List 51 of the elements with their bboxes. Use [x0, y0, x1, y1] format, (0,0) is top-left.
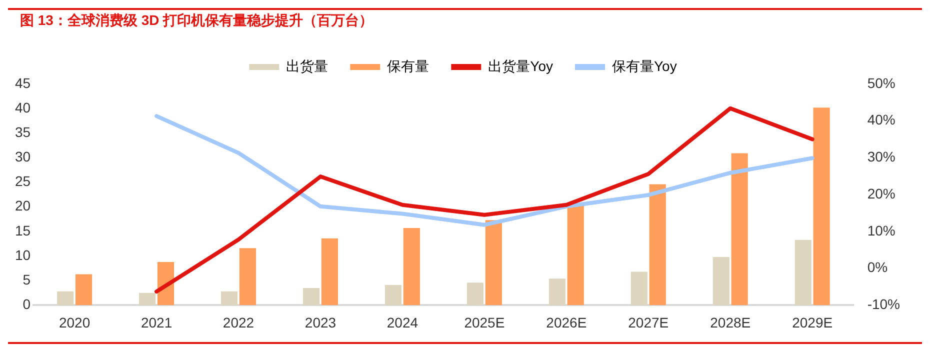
y-tick-label: 30: [14, 148, 31, 165]
y2-tick-label: 40%: [867, 112, 896, 128]
x-tick-label: 2022: [222, 314, 254, 330]
y2-tick-label: 10%: [867, 222, 896, 238]
bar: [139, 292, 156, 306]
y-tick-label: 45: [14, 74, 31, 91]
legend-label: 保有量: [387, 58, 430, 74]
bar: [384, 285, 402, 306]
y-tick-label: 10: [14, 246, 31, 263]
bar: [649, 184, 666, 306]
legend-label: 保有量Yoy: [612, 58, 677, 74]
bar: [239, 248, 256, 306]
bar: [403, 228, 420, 306]
y2-tick-label: -10%: [867, 296, 900, 312]
bar: [220, 291, 238, 306]
y2-tick-label: 0%: [867, 259, 888, 276]
legend-label: 出货量Yoy: [488, 58, 554, 74]
chart-title: 图 13：全球消费级 3D 打印机保有量稳步提升（百万台）: [8, 8, 922, 34]
bar: [567, 204, 584, 306]
x-tick-label: 2020: [58, 314, 90, 330]
x-tick-label: 2026E: [546, 314, 587, 330]
bar: [485, 220, 502, 306]
bar: [302, 288, 320, 306]
bar: [548, 278, 566, 306]
bar: [75, 274, 92, 306]
y-tick-label: 35: [14, 124, 31, 140]
x-tick-label: 2025E: [464, 314, 505, 330]
y-tick-label: 5: [22, 271, 31, 288]
bar: [794, 240, 812, 306]
bar: [321, 238, 338, 306]
y2-tick-label: 20%: [867, 185, 896, 202]
y2-tick-label: 50%: [867, 74, 896, 91]
bar: [731, 153, 748, 306]
y-tick-label: 15: [14, 222, 31, 238]
x-tick-label: 2021: [140, 314, 172, 330]
bar: [57, 291, 74, 306]
y2-tick-label: 30%: [867, 148, 896, 165]
x-tick-label: 2028E: [710, 314, 751, 330]
x-tick-label: 2029E: [792, 314, 833, 330]
bar: [630, 272, 648, 306]
y-tick-label: 40: [14, 99, 31, 116]
legend-label: 出货量: [286, 58, 328, 74]
x-tick-label: 2024: [386, 314, 418, 330]
y-tick-label: 20: [14, 198, 31, 214]
x-tick-label: 2023: [304, 314, 336, 330]
bar: [712, 257, 730, 306]
y-tick-label: 0: [22, 296, 31, 312]
bar: [813, 108, 830, 306]
bar: [466, 282, 484, 306]
y-tick-label: 25: [14, 173, 31, 190]
x-tick-label: 2027E: [628, 314, 669, 330]
